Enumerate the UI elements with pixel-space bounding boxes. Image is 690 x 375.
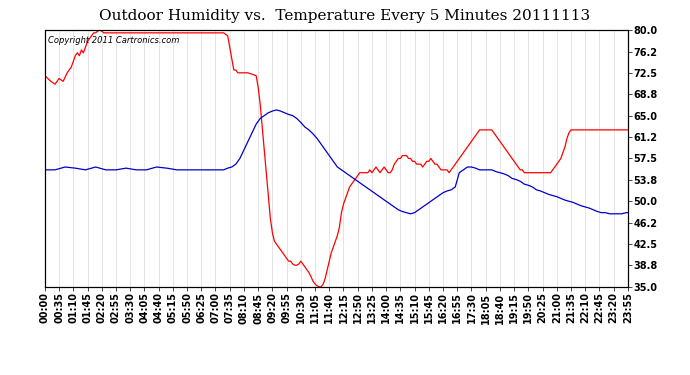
Text: Outdoor Humidity vs.  Temperature Every 5 Minutes 20111113: Outdoor Humidity vs. Temperature Every 5… [99,9,591,23]
Text: Copyright 2011 Cartronics.com: Copyright 2011 Cartronics.com [48,36,179,45]
